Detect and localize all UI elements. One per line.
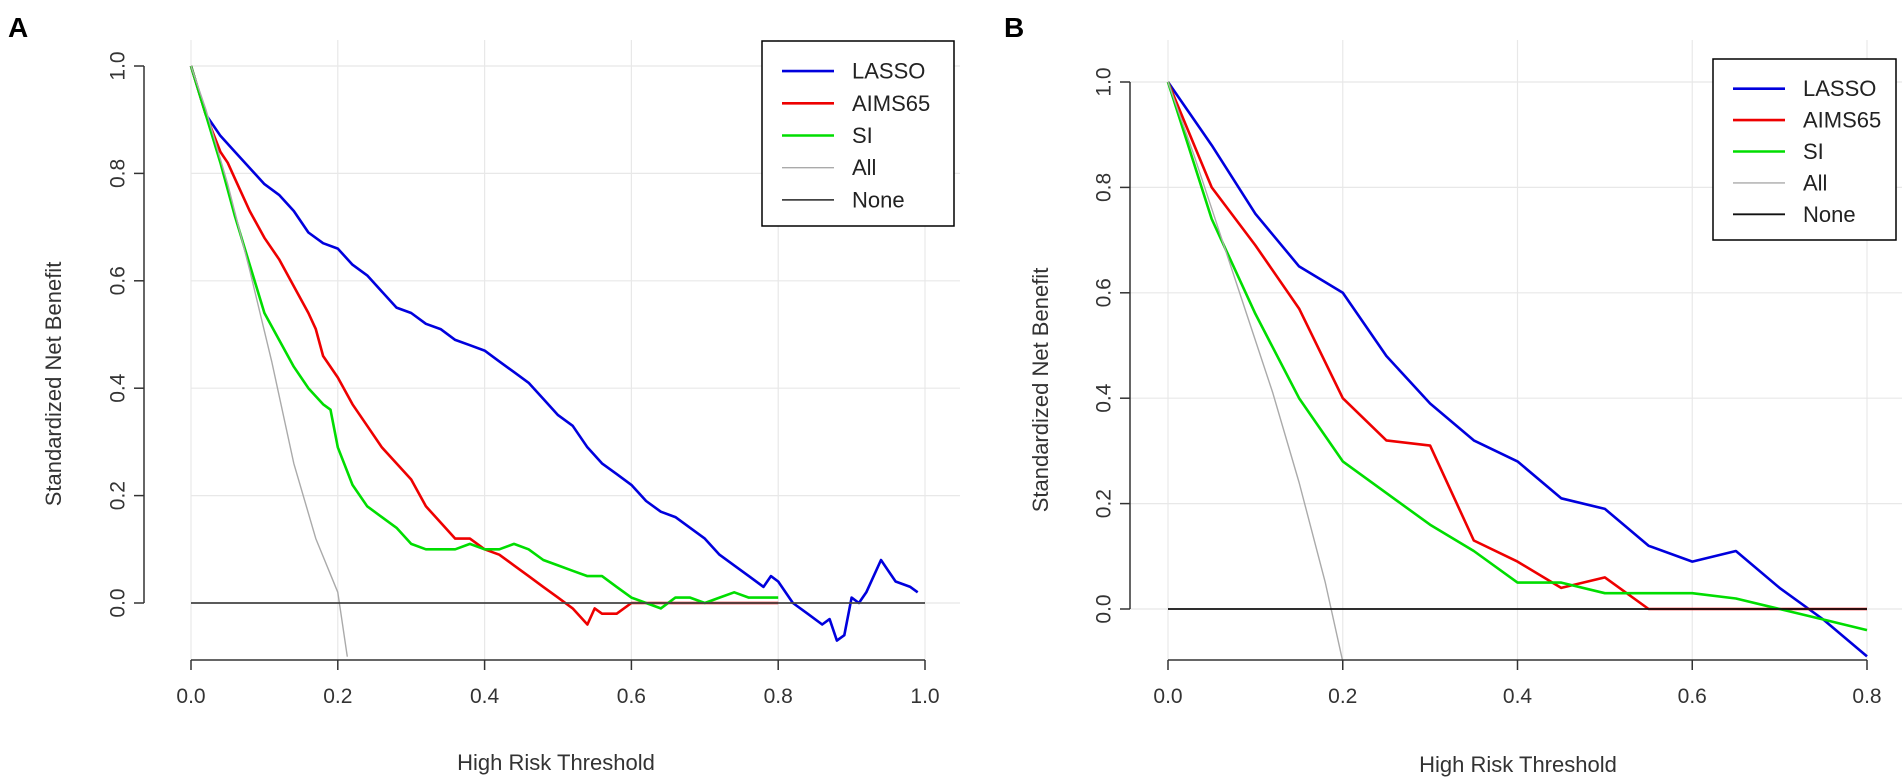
panel-a-y-tick-label: 0.8 xyxy=(107,159,130,188)
panel-a-x-tick-label: 1.0 xyxy=(910,685,939,708)
chart-panel-a: A 0.0 0.2 0.4 0.6 0.8 1.0 0.0 0.2 0.4 0.6 0.8 1.0 H… xyxy=(8,12,960,775)
panel-b-legend-label-aims65: AIMS65 xyxy=(1803,108,1881,133)
panel-b-x-axis-title: High Risk Threshold xyxy=(1419,752,1617,777)
panel-a-x-tick-label: 0.4 xyxy=(470,685,500,708)
panel-b-x-tick-label: 0.8 xyxy=(1852,685,1881,708)
panel-a-x-axis-title: High Risk Threshold xyxy=(457,750,655,775)
panel-a-x-tick-label: 0.0 xyxy=(176,685,205,708)
panel-b-y-tick-label: 0.8 xyxy=(1093,173,1116,202)
panel-b-legend: LASSO AIMS65 SI All None xyxy=(1712,58,1897,241)
panel-b-legend-label-si: SI xyxy=(1803,139,1824,164)
panel-b-line-lasso xyxy=(1166,81,1868,658)
panel-b-line-all xyxy=(1167,81,1344,662)
panel-a-legend-label-aims65: AIMS65 xyxy=(852,91,930,116)
panel-b-y-tick-label: 0.0 xyxy=(1093,594,1116,623)
panel-a-x-tick-label: 0.2 xyxy=(323,685,352,708)
panel-b-y-axis-title: Standardized Net Benefit xyxy=(1028,268,1053,513)
panel-b-x-tick-label: 0.4 xyxy=(1503,685,1533,708)
panel-a-y-tick-label: 0.6 xyxy=(107,266,130,295)
panel-a-line-si xyxy=(189,65,779,610)
panel-a-line-all xyxy=(190,65,348,657)
panel-a-legend-label-all: All xyxy=(852,155,876,180)
panel-a-y-tick-label: 0.0 xyxy=(107,588,130,617)
chart-panel-b: B 0.0 0.2 0.4 0.6 0.8 0.0 0.2 0.4 0.6 0.8 1.0 High… xyxy=(1004,12,1902,777)
panel-a-x-tick-label: 0.6 xyxy=(617,685,646,708)
panel-b-y-tick-label: 0.2 xyxy=(1093,489,1116,518)
panel-a-series xyxy=(189,65,925,657)
panel-b-legend-label-none: None xyxy=(1803,202,1856,227)
panel-a-label: A xyxy=(8,12,28,43)
panel-b-series xyxy=(1166,81,1868,662)
panel-b-line-si xyxy=(1166,81,1868,632)
panel-b-legend-label-all: All xyxy=(1803,170,1827,195)
panel-a-y-tick-label: 0.2 xyxy=(107,481,130,510)
panel-b-x-tick-label: 0.0 xyxy=(1153,685,1182,708)
panel-b-legend-label-lasso: LASSO xyxy=(1803,76,1876,101)
panel-a-line-lasso xyxy=(189,65,919,642)
panel-b-axes: 0.0 0.2 0.4 0.6 0.8 0.0 0.2 0.4 0.6 0.8 1.0 xyxy=(1093,67,1882,708)
panel-a-legend-label-si: SI xyxy=(852,123,873,148)
panel-a-axes: 0.0 0.2 0.4 0.6 0.8 1.0 0.0 0.2 0.4 0.6 0.8 1.0 xyxy=(107,51,940,708)
panel-a-y-tick-label: 1.0 xyxy=(107,51,130,80)
panel-b-label: B xyxy=(1004,12,1024,43)
panel-a-x-tick-label: 0.8 xyxy=(764,685,793,708)
panel-b-x-tick-label: 0.6 xyxy=(1678,685,1707,708)
panel-a-legend-label-none: None xyxy=(852,187,905,212)
panel-b-y-tick-label: 1.0 xyxy=(1093,67,1116,96)
panel-a-legend-label-lasso: LASSO xyxy=(852,59,925,84)
panel-a-y-axis-title: Standardized Net Benefit xyxy=(41,262,66,507)
panel-a-legend: LASSO AIMS65 SI All None xyxy=(761,40,955,227)
panel-b-y-tick-label: 0.6 xyxy=(1093,278,1116,307)
panel-a-y-tick-label: 0.4 xyxy=(107,373,130,403)
panel-b-y-tick-label: 0.4 xyxy=(1093,383,1116,413)
panel-b-x-tick-label: 0.2 xyxy=(1328,685,1357,708)
